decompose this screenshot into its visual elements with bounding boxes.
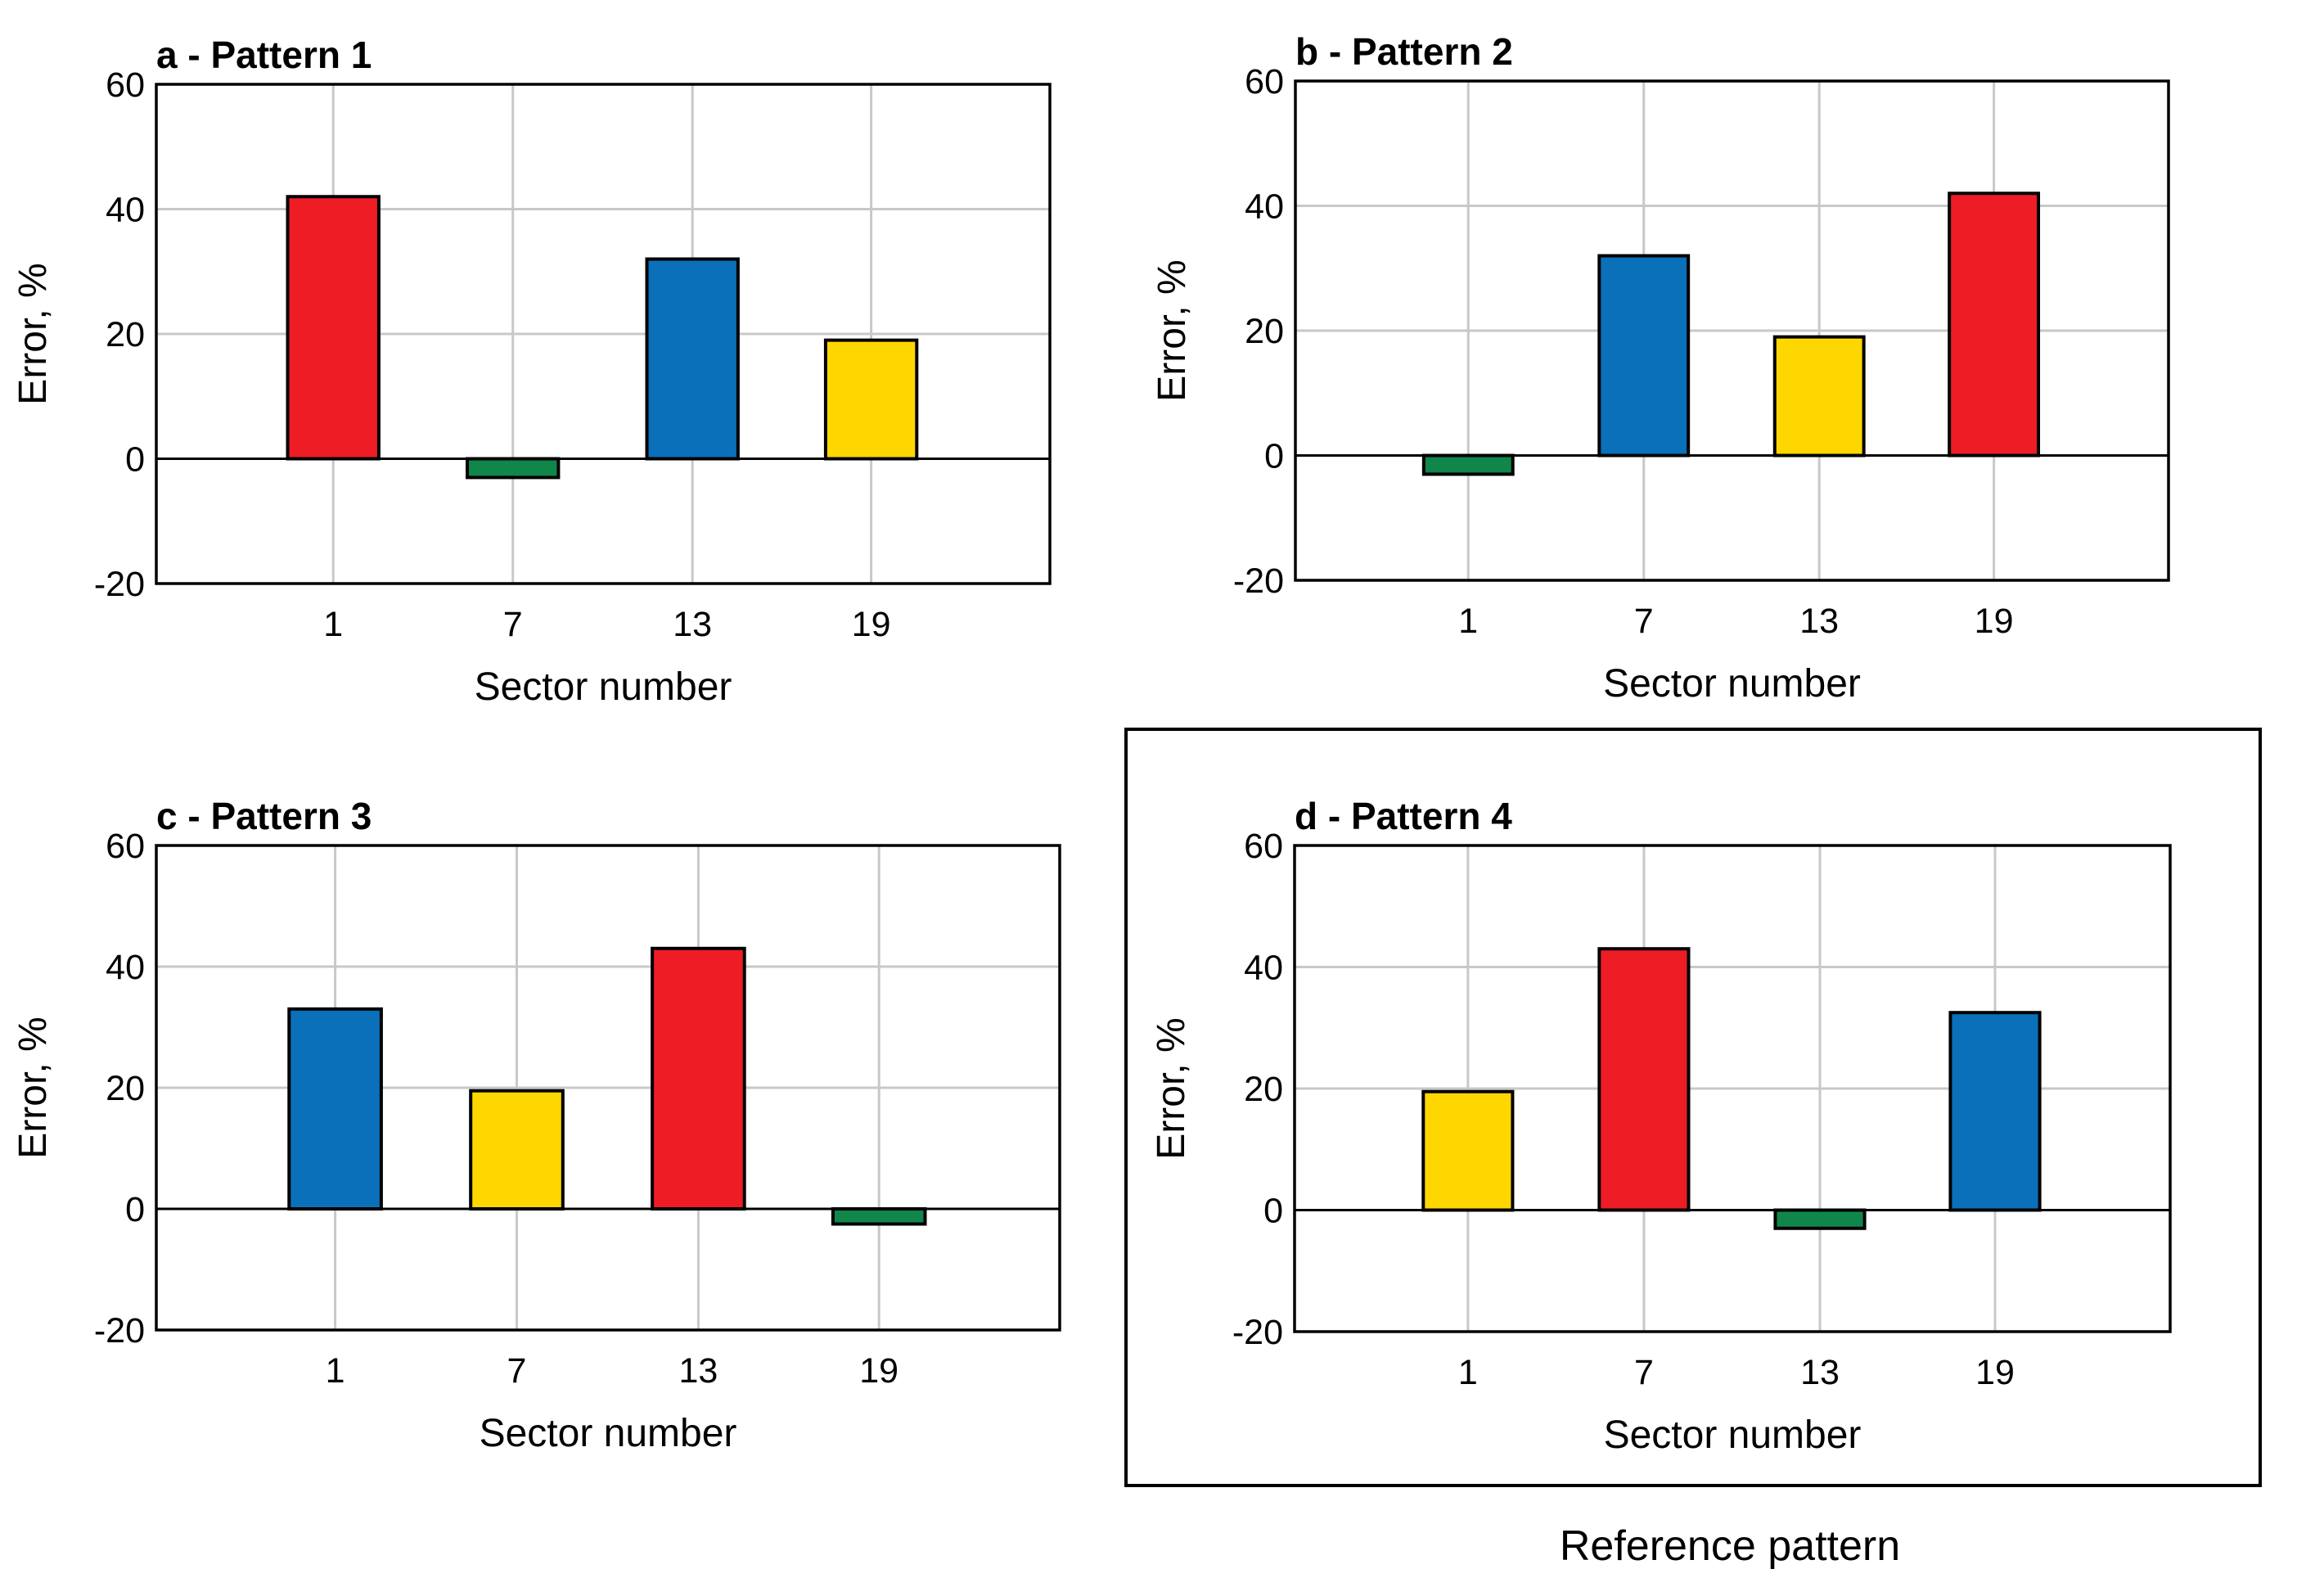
chart-d-bar-sector-13 [1773, 1208, 1867, 1230]
chart-b-bar-sector-13 [1772, 335, 1866, 458]
chart-b-xtick-1: 1 [1458, 602, 1478, 641]
chart-c-xtick-13: 13 [678, 1351, 718, 1391]
chart-a-xtick-7: 7 [503, 605, 523, 644]
chart-d-xtick-1: 1 [1458, 1353, 1478, 1392]
reference-caption: Reference pattern [1560, 1522, 1900, 1570]
chart-c-ytick-40: 40 [106, 948, 145, 987]
chart-c-xtick-19: 19 [859, 1351, 899, 1391]
chart-c-bar-sector-19 [831, 1207, 927, 1226]
chart-c-xtick-1: 1 [326, 1351, 345, 1391]
chart-b-plot-frame [1294, 79, 2170, 582]
chart-b-xtick-13: 13 [1799, 602, 1839, 641]
chart-a-xtick-19: 19 [852, 605, 891, 644]
chart-d-xtick-13: 13 [1800, 1353, 1840, 1392]
chart-c-ytick--20: -20 [94, 1311, 145, 1350]
chart-c-bar-sector-13 [651, 946, 746, 1211]
reference-pattern-box [1124, 728, 2262, 1487]
chart-a-ytick-0: 0 [125, 440, 145, 480]
chart-b-bar-sector-1 [1421, 453, 1515, 476]
chart-b-bar-sector-7 [1597, 254, 1691, 458]
chart-c-bar-sector-1 [287, 1007, 383, 1211]
chart-b-ytick-40: 40 [1245, 187, 1284, 227]
chart-b-ytick-0: 0 [1264, 437, 1284, 476]
chart-c-xlabel: Sector number [480, 1412, 737, 1455]
chart-a-ytick--20: -20 [94, 565, 145, 604]
chart-a-bar-sector-13 [645, 257, 740, 461]
chart-a-xtick-13: 13 [673, 605, 712, 644]
chart-c-bar-sector-7 [469, 1089, 565, 1211]
chart-d: -20 0 20 40 60 1 7 13 19 d - Pattern 4 Sector numb… [1150, 795, 2172, 1457]
chart-d-bar-sector-19 [1948, 1011, 2042, 1212]
chart-a-title: a - Pattern 1 [156, 34, 372, 76]
chart-d-ytick-60: 60 [1244, 827, 1283, 866]
chart-d-ytick--20: -20 [1232, 1313, 1283, 1352]
chart-b-title: b - Pattern 2 [1295, 30, 1513, 73]
chart-b-ytick-20: 20 [1245, 312, 1284, 351]
chart-d-title: d - Pattern 4 [1295, 795, 1512, 837]
chart-d-bar-sector-7 [1597, 947, 1691, 1212]
chart-d-xtick-7: 7 [1634, 1353, 1654, 1392]
chart-a-xtick-1: 1 [323, 605, 343, 644]
chart-a-ylabel: Error, % [11, 263, 55, 404]
chart-b-xtick-7: 7 [1634, 602, 1654, 641]
chart-a-ytick-20: 20 [106, 315, 145, 354]
chart-b-ytick--20: -20 [1233, 561, 1284, 601]
chart-a-ytick-60: 60 [106, 65, 145, 105]
chart-d-plot-frame [1293, 844, 2172, 1333]
chart-a-xlabel: Sector number [475, 665, 732, 709]
chart-d-ylabel: Error, % [1150, 1017, 1193, 1159]
chart-a: -20 0 20 40 60 1 7 13 19 a - Pattern 1 Sector numb… [11, 34, 1052, 709]
chart-a-bar-sector-19 [823, 338, 919, 461]
chart-b-xtick-19: 19 [1975, 602, 2014, 641]
chart-a-bar-sector-1 [286, 195, 381, 461]
chart-b-bar-sector-19 [1948, 192, 2041, 458]
chart-b-ylabel: Error, % [1151, 259, 1194, 401]
chart-d-bar-sector-1 [1421, 1089, 1515, 1212]
chart-b-xlabel: Sector number [1603, 662, 1861, 706]
chart-c-ytick-60: 60 [106, 827, 145, 866]
chart-d-xlabel: Sector number [1604, 1413, 1862, 1457]
chart-b: -20 0 20 40 60 1 7 13 19 b - Pattern 2 Sector numb… [1151, 30, 2170, 706]
chart-d-ytick-0: 0 [1263, 1192, 1283, 1231]
chart-c-ytick-20: 20 [106, 1069, 145, 1108]
chart-c-ytick-0: 0 [125, 1190, 145, 1229]
chart-c-plot-frame [155, 844, 1061, 1332]
chart-d-xtick-19: 19 [1975, 1353, 2015, 1392]
chart-c: -20 0 20 40 60 1 7 13 19 c - Pattern 3 Sector numb… [11, 795, 1061, 1455]
chart-a-bar-sector-7 [466, 457, 561, 480]
charts-container: -20 0 20 40 60 1 7 13 19 a - Pattern 1 Sector numb… [11, 30, 2172, 1457]
chart-a-ytick-40: 40 [106, 191, 145, 230]
chart-b-ytick-60: 60 [1245, 62, 1284, 101]
chart-d-ytick-20: 20 [1244, 1070, 1283, 1109]
chart-a-plot-frame [155, 83, 1052, 585]
chart-d-ytick-40: 40 [1244, 949, 1283, 988]
chart-c-ylabel: Error, % [11, 1017, 55, 1158]
chart-c-xtick-7: 7 [507, 1351, 527, 1391]
chart-c-title: c - Pattern 3 [156, 795, 372, 837]
